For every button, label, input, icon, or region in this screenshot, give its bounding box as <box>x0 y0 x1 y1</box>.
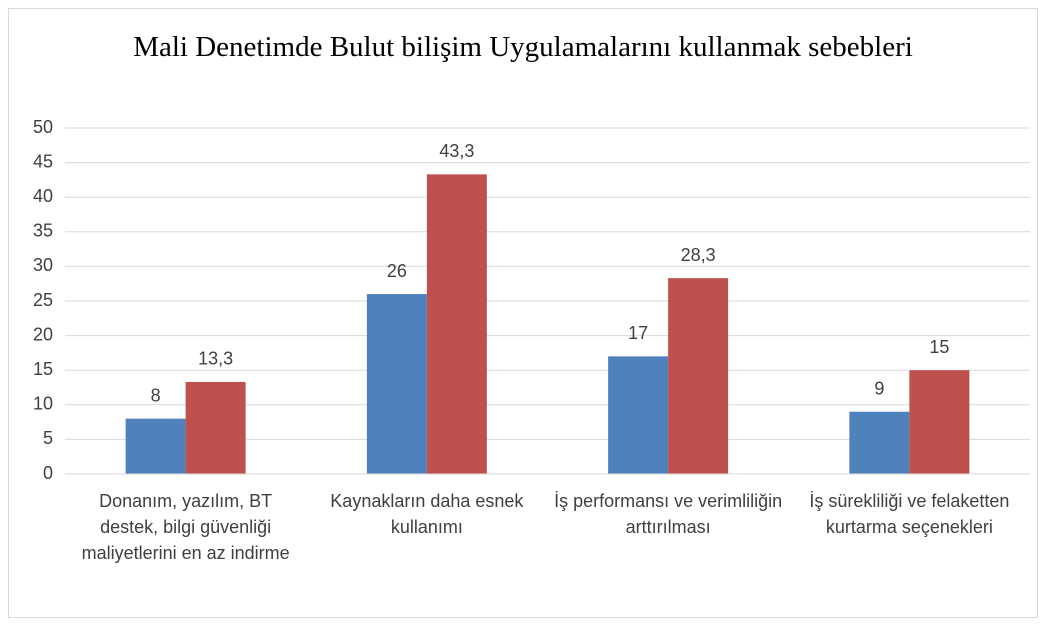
x-label-box: Donanım, yazılım, BT destek, bilgi güven… <box>81 491 290 563</box>
bar <box>125 418 186 474</box>
data-label: 43,3 <box>439 141 474 161</box>
bar <box>909 370 970 474</box>
y-tick-label: 5 <box>43 428 53 448</box>
x-label-box: İş performansı ve verimliliğin arttırılm… <box>554 491 783 537</box>
y-tick-label: 45 <box>33 151 53 171</box>
y-tick-label: 40 <box>33 186 53 206</box>
bar <box>849 411 910 474</box>
chart-title: Mali Denetimde Bulut bilişim Uygulamalar… <box>133 31 913 63</box>
data-label: 26 <box>387 261 407 281</box>
y-tick-label: 15 <box>33 359 53 379</box>
x-tick-label: Kaynakların daha esnek kullanımı <box>330 491 524 537</box>
y-tick-label: 50 <box>33 117 53 137</box>
bar <box>668 278 729 474</box>
bar <box>366 294 427 474</box>
title-box: Mali Denetimde Bulut bilişim Uygulamalar… <box>133 31 913 63</box>
x-tick-label: İş sürekliliği ve felaketten kurtarma se… <box>809 491 1010 537</box>
data-label: 8 <box>151 385 161 405</box>
x-label-box: İş sürekliliği ve felaketten kurtarma se… <box>809 491 1010 537</box>
x-tick-label: Donanım, yazılım, BT destek, bilgi güven… <box>81 491 290 563</box>
data-label: 15 <box>929 337 949 357</box>
y-tick-label: 10 <box>33 394 53 414</box>
x-tick-label: İş performansı ve verimliliğin arttırılm… <box>554 491 783 537</box>
y-tick-label: 35 <box>33 221 53 241</box>
bar <box>608 356 669 474</box>
data-label: 13,3 <box>198 349 233 369</box>
y-tick-label: 25 <box>33 290 53 310</box>
bar <box>185 381 246 474</box>
y-tick-label: 0 <box>43 463 53 483</box>
y-tick-label: 20 <box>33 324 53 344</box>
y-tick-label: 30 <box>33 255 53 275</box>
data-label: 17 <box>628 323 648 343</box>
x-label-box: Kaynakların daha esnek kullanımı <box>330 491 524 537</box>
chart-border <box>8 8 1038 618</box>
data-label: 9 <box>874 378 884 398</box>
bar <box>426 174 487 474</box>
data-label: 28,3 <box>681 245 716 265</box>
